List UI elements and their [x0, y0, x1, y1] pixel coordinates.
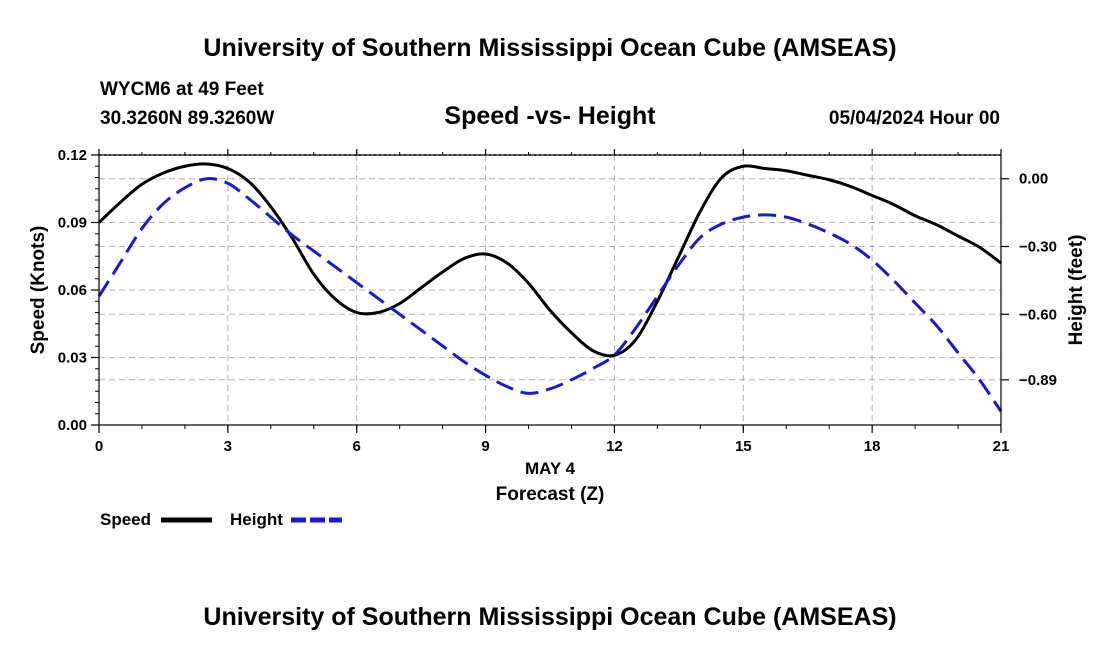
axis-ticks	[91, 149, 1009, 433]
series-lines	[97, 162, 1003, 413]
y2-tick-label: −0.89	[1019, 372, 1057, 389]
x-tick-label: 21	[993, 438, 1010, 455]
y-axis-label: Speed (Knots)	[28, 226, 49, 355]
footer-title: University of Southern Mississippi Ocean…	[203, 603, 896, 631]
x-tick-label: 15	[735, 438, 752, 455]
series-line-height	[97, 177, 1003, 413]
x-axis-date-label: MAY 4	[525, 459, 576, 478]
legend-speed-label: Speed	[100, 510, 151, 529]
x-tick-label: 12	[606, 438, 623, 455]
datetime-label: 05/04/2024 Hour 00	[829, 108, 1000, 129]
tick-labels: 0 3 6 9 12 15 18 21 0.00 0.03 0.06 0.09 0.12 0.00 −0.3…	[58, 147, 1057, 455]
x-tick-label: 3	[224, 438, 232, 455]
y2-tick-label: −0.60	[1019, 306, 1057, 323]
y-tick-label: 0.12	[58, 147, 87, 164]
y-tick-label: 0.03	[58, 350, 87, 367]
x-tick-label: 18	[864, 438, 881, 455]
x-tick-label: 0	[95, 438, 103, 455]
coordinates-label: 30.3260N 89.3260W	[100, 108, 274, 129]
page-title: University of Southern Mississippi Ocean…	[203, 34, 896, 62]
station-label: WYCM6 at 49 Feet	[100, 79, 264, 100]
x-axis-label: Forecast (Z)	[496, 484, 605, 505]
y2-axis-label: Height (feet)	[1066, 235, 1087, 346]
chart-subtitle: Speed -vs- Height	[444, 102, 656, 130]
y2-tick-label: −0.30	[1019, 239, 1057, 256]
plot-frame	[98, 154, 1002, 426]
grid-lines	[99, 154, 1001, 425]
series-line-speed	[97, 162, 1002, 358]
y-tick-label: 0.09	[58, 215, 87, 232]
y-tick-label: 0.00	[58, 417, 87, 434]
x-tick-label: 6	[353, 438, 361, 455]
x-tick-label: 9	[481, 438, 489, 455]
legend: Speed Height	[100, 510, 342, 529]
legend-height-label: Height	[230, 510, 283, 529]
y2-tick-label: 0.00	[1019, 171, 1048, 188]
y-tick-label: 0.06	[58, 282, 87, 299]
